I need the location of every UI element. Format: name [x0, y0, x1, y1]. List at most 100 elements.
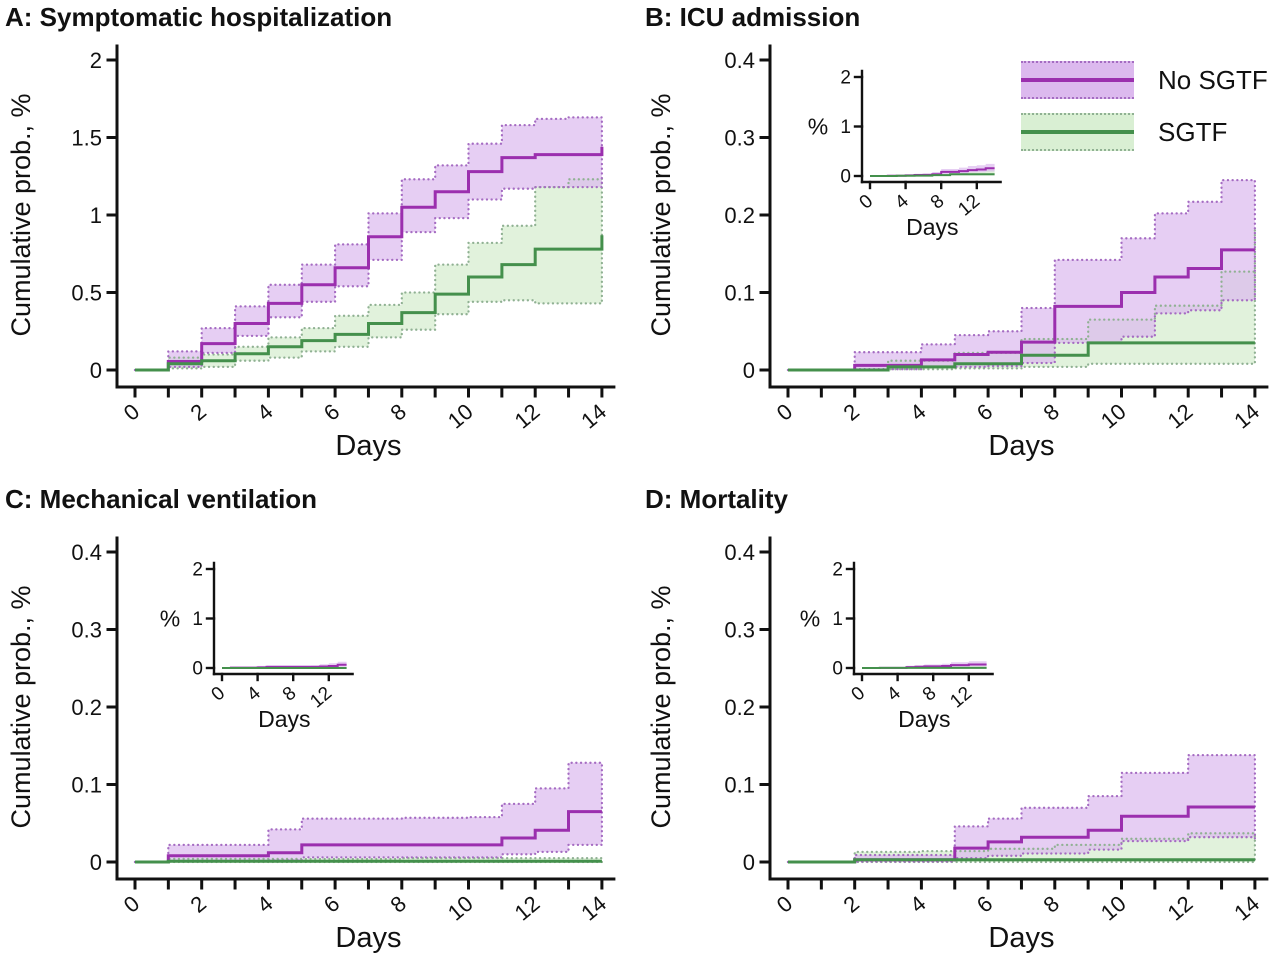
sgtf-ci-dotted — [135, 856, 604, 864]
no-sgtf-curve — [135, 810, 602, 864]
legend: No SGTF SGTF — [1021, 61, 1268, 151]
x-tick-label: 0 — [119, 891, 144, 918]
no-sgtf-ci-band — [135, 762, 602, 862]
panel-title-a: A: Symptomatic hospitalization — [5, 2, 393, 32]
inset-x-tick-label: 0 — [848, 683, 870, 706]
x-tick-label: 10 — [443, 399, 478, 434]
legend-line-sgtf — [1021, 130, 1134, 134]
x-tick-label: 12 — [1163, 891, 1198, 926]
inset-x-tick-label: 4 — [883, 682, 905, 705]
x-tick-label: 0 — [119, 399, 144, 426]
y-tick-label: 0.3 — [724, 126, 755, 151]
inset-x-tick-label: 4 — [891, 190, 913, 213]
y-axis-title: Cumulative prob., % — [646, 585, 676, 828]
legend-item-sgtf: SGTF — [1021, 113, 1268, 151]
y-tick-label: 0.1 — [724, 773, 755, 798]
x-tick-label: 12 — [510, 891, 545, 926]
x-tick-label: 10 — [1096, 891, 1131, 926]
x-tick-label: 6 — [972, 891, 997, 918]
inset-y-tick-label: 2 — [192, 560, 203, 581]
panel-b: B: ICU admission 0 0.1 0.2 0.3 0.4 0 2 4 6 8 10 12 1… — [640, 0, 1280, 482]
x-tick-label: 0 — [772, 891, 797, 918]
inset-x-tick-label: 0 — [208, 683, 230, 706]
x-tick-label: 14 — [1229, 399, 1264, 434]
x-tick-label: 2 — [185, 891, 210, 918]
y-tick-label: 0.4 — [71, 540, 102, 565]
x-tick-label: 2 — [838, 399, 863, 426]
inset-x-tick-label: 12 — [306, 683, 336, 713]
x-axis-title: Days — [988, 430, 1054, 462]
x-tick-label: 2 — [838, 891, 863, 918]
sgtf-curve — [135, 235, 604, 372]
panel-title-c: C: Mechanical ventilation — [5, 484, 318, 514]
inset-x-axis-title: Days — [898, 706, 950, 732]
x-tick-label: 12 — [510, 399, 545, 434]
legend-item-no-sgtf: No SGTF — [1021, 61, 1268, 99]
legend-line-no-sgtf — [1021, 78, 1134, 82]
sgtf-curve — [788, 341, 1255, 372]
no-sgtf-ci-band — [788, 180, 1255, 370]
x-tick-label: 6 — [319, 399, 344, 426]
x-tick-label: 4 — [905, 399, 930, 426]
x-tick-label: 8 — [386, 399, 411, 426]
inset-y-tick-label: 0 — [832, 659, 843, 680]
no-sgtf-ci-band — [870, 163, 995, 176]
x-tick-label: 6 — [972, 399, 997, 426]
inset-y-tick-label: 2 — [840, 68, 851, 89]
x-tick-label: 8 — [386, 891, 411, 918]
inset-x-axis-title: Days — [258, 706, 310, 732]
inset-y-axis-title: % — [800, 606, 820, 632]
y-tick-label: 0.2 — [724, 203, 755, 228]
x-tick-label: 14 — [576, 399, 611, 434]
x-tick-label: 12 — [1163, 399, 1198, 434]
inset-x-tick-label: 8 — [279, 683, 301, 706]
no-sgtf-ci-band — [788, 755, 1255, 862]
no-sgtf-ci-dotted — [788, 178, 1257, 372]
inset-y-tick-label: 0 — [840, 167, 851, 188]
y-tick-label: 0 — [743, 358, 755, 383]
inset-y-tick-label: 1 — [192, 609, 203, 630]
y-tick-label: 0.4 — [724, 540, 755, 565]
y-tick-label: 0 — [90, 358, 102, 383]
y-tick-label: 0.1 — [71, 773, 102, 798]
y-tick-label: 0 — [743, 850, 755, 875]
y-axis-title: Cumulative prob., % — [6, 585, 36, 828]
legend-label-sgtf: SGTF — [1158, 116, 1228, 147]
y-axis-title: Cumulative prob., % — [6, 93, 36, 336]
panel-title-d: D: Mortality — [645, 484, 788, 514]
x-tick-label: 8 — [1039, 399, 1064, 426]
x-tick-label: 4 — [252, 891, 277, 918]
y-tick-label: 1 — [90, 203, 102, 228]
no-sgtf-ci-band — [862, 661, 987, 668]
x-axis-title: Days — [335, 922, 401, 954]
inset-y-tick-label: 0 — [192, 659, 203, 680]
sgtf-ci-dotted — [135, 176, 604, 372]
sgtf-curve — [788, 858, 1255, 864]
panel-title-b: B: ICU admission — [645, 2, 861, 32]
x-tick-label: 6 — [319, 891, 344, 918]
inset-x-tick-label: 4 — [243, 682, 265, 705]
inset-y-axis-title: % — [808, 114, 828, 140]
no-sgtf-ci-band — [135, 117, 602, 371]
inset-y-tick-label: 1 — [840, 117, 851, 138]
sgtf-curve — [870, 173, 995, 177]
y-tick-label: 0.4 — [724, 48, 755, 73]
y-axis-title: Cumulative prob., % — [646, 93, 676, 336]
y-tick-label: 0 — [90, 850, 102, 875]
panel-a-chart: 0 0.5 1 1.5 2 0 2 4 6 8 10 12 14 Cumulative prob., % D… — [6, 44, 616, 462]
legend-label-no-sgtf: No SGTF — [1158, 64, 1268, 95]
y-tick-label: 2 — [90, 48, 102, 73]
no-sgtf-curve — [135, 146, 604, 372]
inset-y-tick-label: 2 — [832, 560, 843, 581]
x-tick-label: 4 — [252, 399, 277, 426]
y-tick-label: 0.3 — [724, 618, 755, 643]
x-tick-label: 8 — [1039, 891, 1064, 918]
inset-x-tick-label: 0 — [856, 191, 878, 214]
inset-x-axis-title: Days — [906, 214, 958, 240]
x-tick-label: 10 — [443, 891, 478, 926]
y-tick-label: 1.5 — [71, 126, 102, 151]
x-tick-label: 14 — [576, 891, 611, 926]
x-tick-label: 4 — [905, 891, 930, 918]
